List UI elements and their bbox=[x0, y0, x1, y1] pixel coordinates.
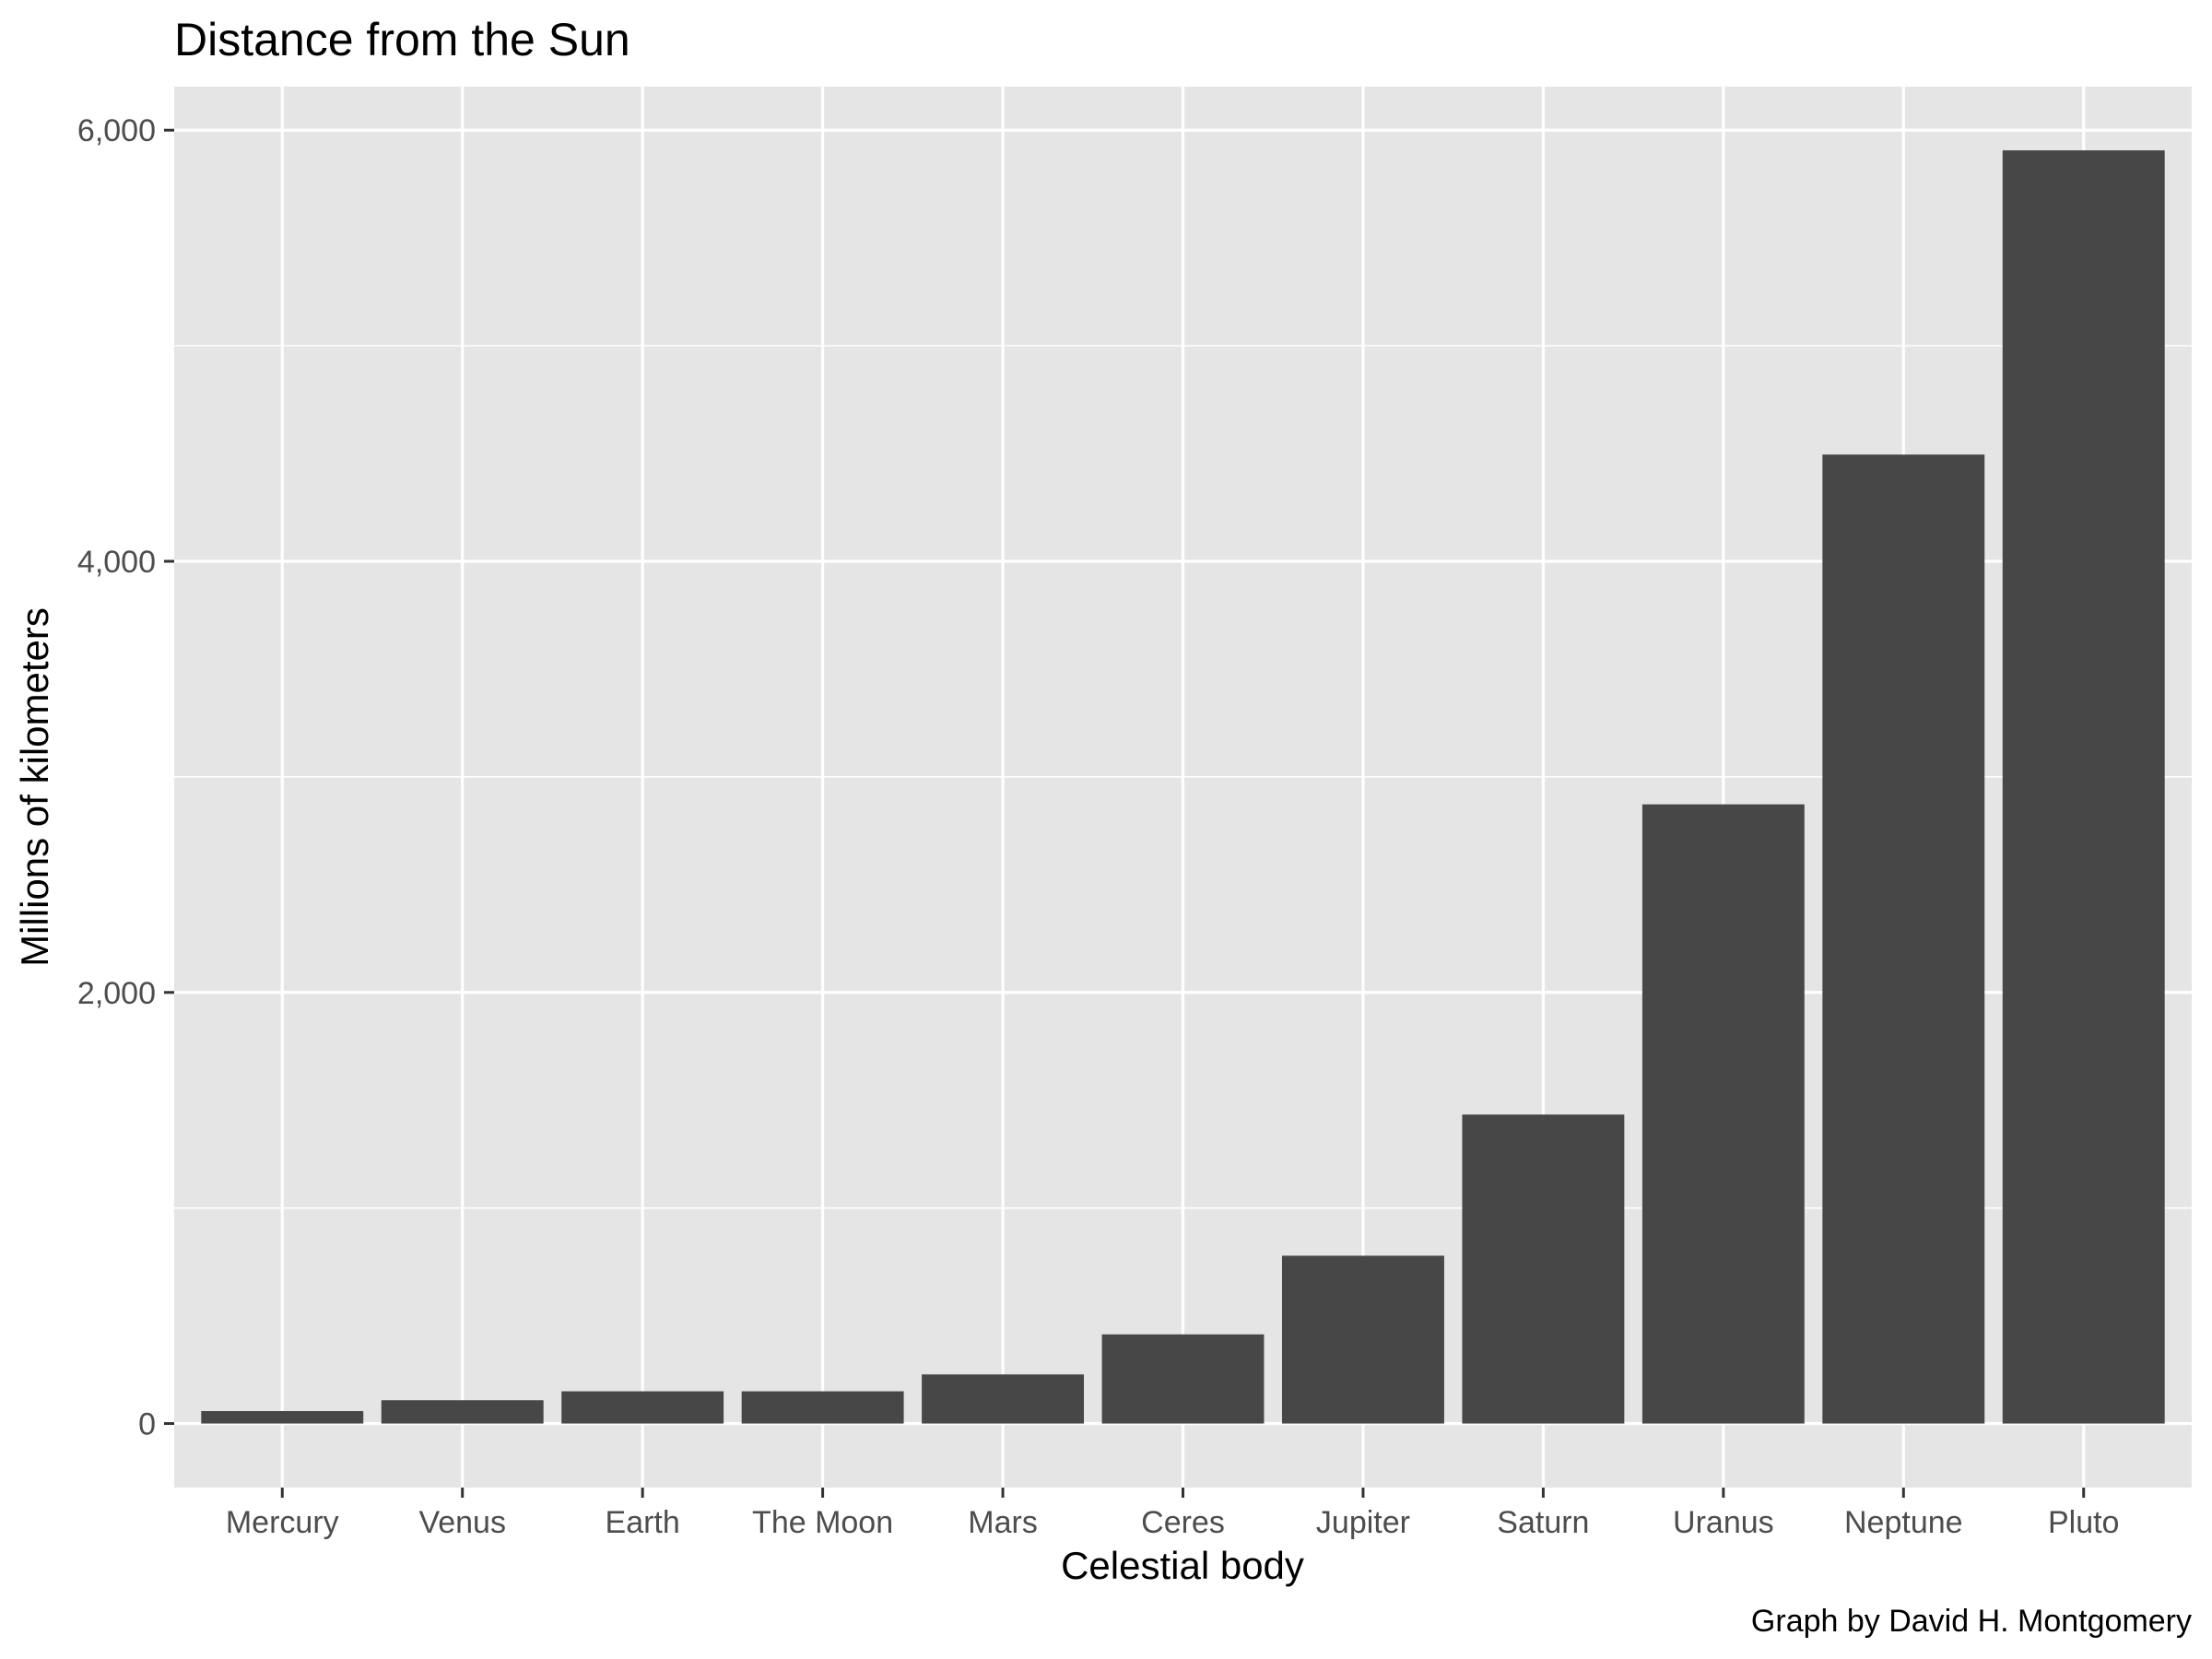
x-tick-label: The Moon bbox=[752, 1505, 893, 1540]
bar-pluto bbox=[2002, 150, 2165, 1424]
bar-neptune bbox=[1822, 454, 1985, 1424]
bar-mercury bbox=[201, 1410, 364, 1424]
bar-jupiter bbox=[1281, 1255, 1444, 1424]
bar-earth bbox=[561, 1391, 724, 1424]
x-tick-label: Mars bbox=[968, 1505, 1038, 1540]
y-tick-label: 4,000 bbox=[77, 545, 156, 580]
y-axis: 0 2,000 4,000 6,000 bbox=[77, 113, 174, 1442]
chart-title: Distance from the Sun bbox=[174, 14, 630, 65]
major-gridlines bbox=[174, 87, 2192, 1488]
x-tick-label: Pluto bbox=[2048, 1505, 2120, 1540]
x-tick-label: Saturn bbox=[1497, 1505, 1589, 1540]
caption: Graph by David H. Montgomery bbox=[1751, 1604, 2192, 1639]
x-tick-label: Mercury bbox=[226, 1505, 339, 1540]
bar-uranus bbox=[1641, 804, 1805, 1424]
y-axis-title: Millions of kilometers bbox=[13, 607, 56, 967]
bars bbox=[201, 150, 2165, 1424]
bar-mars bbox=[922, 1374, 1085, 1424]
y-tick-label: 0 bbox=[138, 1407, 156, 1442]
x-tick-label: Uranus bbox=[1673, 1505, 1774, 1540]
bar-the-moon bbox=[741, 1391, 904, 1424]
y-tick-label: 2,000 bbox=[77, 976, 156, 1011]
x-axis-title: Celestial body bbox=[1061, 1544, 1304, 1587]
x-tick-label: Ceres bbox=[1141, 1505, 1225, 1540]
bar-saturn bbox=[1462, 1114, 1625, 1424]
bar-venus bbox=[381, 1400, 544, 1424]
x-tick-label: Earth bbox=[606, 1505, 680, 1540]
x-tick-label: Venus bbox=[418, 1505, 506, 1540]
x-axis: Mercury Venus Earth The Moon Mars Ceres Jupite… bbox=[226, 1488, 2120, 1540]
x-tick-label: Neptune bbox=[1844, 1505, 1963, 1540]
x-tick-label: Jupiter bbox=[1316, 1505, 1410, 1540]
bar-ceres bbox=[1101, 1334, 1265, 1424]
y-tick-label: 6,000 bbox=[77, 113, 156, 148]
